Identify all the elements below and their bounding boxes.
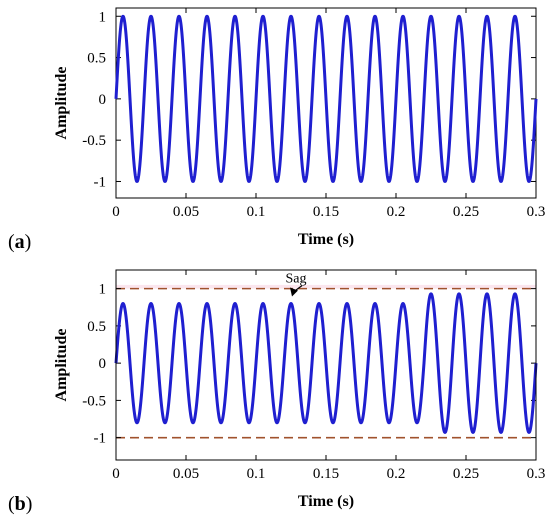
panel-b-ytick-label: -0.5 [82, 393, 106, 409]
panel-a-ytick-label: 0 [99, 92, 107, 108]
panel-a-xtick-label: 0.25 [453, 204, 479, 220]
panel-b-label-letter: b [15, 493, 26, 515]
panel-b-ylabel: Amplitude [53, 329, 70, 402]
panel-a-label: (a) [8, 231, 31, 253]
panel-a-ytick-label: 0.5 [87, 51, 106, 67]
panel-b-xtick-label: 0.05 [173, 466, 199, 482]
panel-a-xtick-label: 0.15 [313, 204, 339, 220]
panel-a-ytick-label: -0.5 [82, 133, 106, 149]
panel-b: 0 0.05 0.1 0.15 0.2 0.25 0.3 1 0.5 0 -0.5 -1 Sag T… [8, 269, 546, 515]
panel-b-xtick-label: 0.3 [527, 466, 546, 482]
panel-b-plot-border [115, 269, 537, 461]
panel-b-ytick-label: 0 [99, 356, 107, 372]
panel-a: 0 0.05 0.1 0.15 0.2 0.25 0.3 1 0.5 0 -0.5 -1 Time … [8, 7, 546, 253]
panel-b-ytick-label: 1 [99, 282, 107, 298]
panel-a-xtick-label: 0.2 [387, 204, 406, 220]
panel-b-signal-line [114, 292, 538, 434]
panel-a-xtick-label: 0.1 [247, 204, 266, 220]
panel-b-xtick-label: 0.1 [247, 466, 266, 482]
panel-b-xtick-label: 0 [112, 466, 120, 482]
panel-a-ylabel: Amplitude [53, 67, 70, 140]
panel-a-xlabel: Time (s) [298, 231, 354, 248]
panel-b-annotation-arrowhead [290, 287, 298, 297]
panel-b-shaded-band [116, 284, 536, 289]
panel-b-xlabel: Time (s) [298, 493, 354, 510]
panel-b-ytick-label: -1 [94, 431, 107, 447]
panel-b-label: (b) [8, 493, 32, 515]
panel-a-xtick-label: 0 [112, 204, 120, 220]
panel-b-annotation-sag: Sag [286, 272, 307, 287]
panel-b-xtick-label: 0.25 [453, 466, 479, 482]
panel-a-label-letter: a [15, 231, 25, 253]
panel-a-xtick-label: 0.05 [173, 204, 199, 220]
panel-a-signal-line [114, 14, 538, 183]
panel-a-ytick-label: -1 [94, 174, 107, 190]
panel-b-xtick-label: 0.2 [387, 466, 406, 482]
panel-b-ytick-label: 0.5 [87, 319, 106, 335]
panel-b-xtick-label: 0.15 [313, 466, 339, 482]
panel-a-ytick-label: 1 [99, 9, 107, 25]
panel-a-xtick-label: 0.3 [527, 204, 546, 220]
